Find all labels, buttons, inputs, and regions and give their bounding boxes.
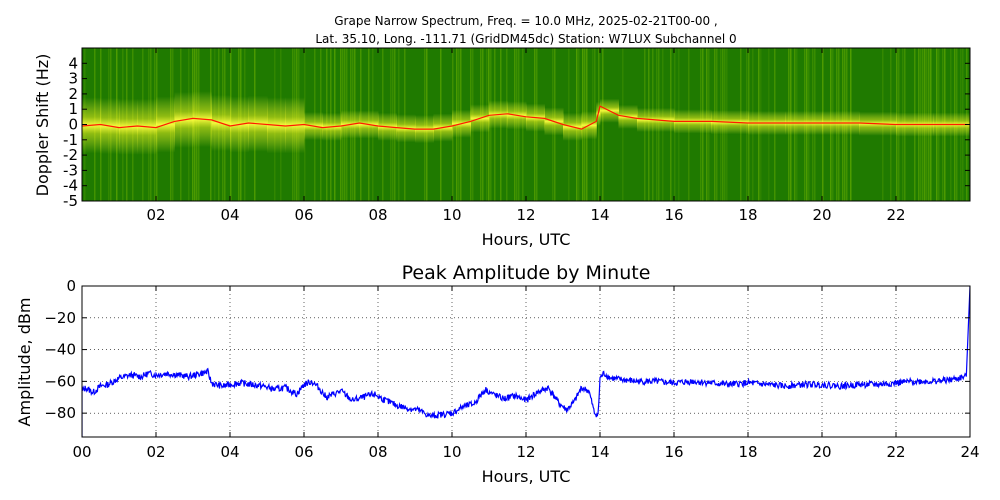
spectrogram-y-tick-label: 3 [68, 70, 78, 88]
spectrogram-x-axis-label: Hours, UTC [482, 230, 571, 249]
spectrogram-x-tick-label: 06 [294, 206, 313, 224]
spectrogram-x-ticks: 02 04 06 08 10 12 14 16 18 20 22 [146, 48, 906, 224]
amplitude-x-tick-label: 18 [738, 443, 757, 461]
amplitude-x-tick-label: 02 [146, 443, 165, 461]
spectrogram-y-tick-label: -4 [63, 177, 78, 195]
spectrogram-peak-trace [82, 105, 970, 130]
spectrogram-x-tick-label: 22 [886, 206, 905, 224]
spectrogram-x-tick-label: 12 [516, 206, 535, 224]
amplitude-y-ticks: 0 −20 −40 −60 −80 [44, 277, 970, 422]
spectrogram-x-tick-label: 14 [590, 206, 609, 224]
amplitude-x-tick-label: 08 [368, 443, 387, 461]
amplitude-x-tick-label: 16 [664, 443, 683, 461]
spectrogram-x-tick-label: 18 [738, 206, 757, 224]
spectrogram-y-tick-label: -5 [63, 192, 78, 210]
amplitude-x-tick-label: 24 [960, 443, 979, 461]
spectrogram-y-tick-label: 4 [68, 54, 78, 72]
figure-title-line-2: Lat. 35.10, Long. -111.71 (GridDM45dc) S… [315, 32, 736, 46]
amplitude-series-line [82, 286, 970, 437]
amplitude-x-tick-label: 20 [812, 443, 831, 461]
amplitude-y-tick-label: −20 [44, 309, 76, 327]
spectrogram-y-tick-label: 2 [68, 85, 78, 103]
spectrogram-y-axis-label: Doppler Shift (Hz) [33, 54, 52, 197]
amplitude-x-tick-label: 06 [294, 443, 313, 461]
amplitude-y-axis-label: Amplitude, dBm [15, 298, 34, 427]
amplitude-grid [82, 286, 970, 437]
spectrogram-x-tick-label: 08 [368, 206, 387, 224]
amplitude-x-tick-label: 10 [442, 443, 461, 461]
amplitude-y-tick-label: −40 [44, 341, 76, 359]
amplitude-x-tick-label: 12 [516, 443, 535, 461]
spectrogram-y-tick-label: -1 [63, 131, 78, 149]
spectrogram-y-tick-label: -3 [63, 161, 78, 179]
amplitude-y-tick-label: 0 [66, 277, 76, 295]
spectrogram-x-tick-label: 10 [442, 206, 461, 224]
amplitude-chart-title: Peak Amplitude by Minute [402, 262, 651, 284]
amplitude-x-tick-label: 04 [220, 443, 239, 461]
spectrogram-x-tick-label: 02 [146, 206, 165, 224]
spectrogram-x-tick-label: 16 [664, 206, 683, 224]
spectrogram-y-tick-label: 0 [68, 116, 78, 134]
spectrogram-y-tick-label: -2 [63, 146, 78, 164]
spectrogram-x-tick-label: 04 [220, 206, 239, 224]
spectrogram-x-tick-label: 20 [812, 206, 831, 224]
amplitude-x-tick-label: 22 [886, 443, 905, 461]
amplitude-x-tick-label: 14 [590, 443, 609, 461]
amplitude-x-tick-label: 00 [72, 443, 91, 461]
spectrogram-image [82, 48, 970, 201]
amplitude-panel: Peak Amplitude by Minute 00 02 04 06 08 10 12 1… [15, 262, 980, 486]
amplitude-y-tick-label: −60 [44, 372, 76, 390]
amplitude-y-tick-label: −80 [44, 404, 76, 422]
figure-title-line-1: Grape Narrow Spectrum, Freq. = 10.0 MHz,… [334, 14, 717, 28]
amplitude-x-ticks: 00 02 04 06 08 10 12 14 16 18 20 22 24 [72, 286, 980, 461]
amplitude-x-axis-label: Hours, UTC [482, 467, 571, 486]
spectrogram-streak [602, 48, 604, 201]
spectrogram-y-tick-label: 1 [68, 100, 78, 118]
